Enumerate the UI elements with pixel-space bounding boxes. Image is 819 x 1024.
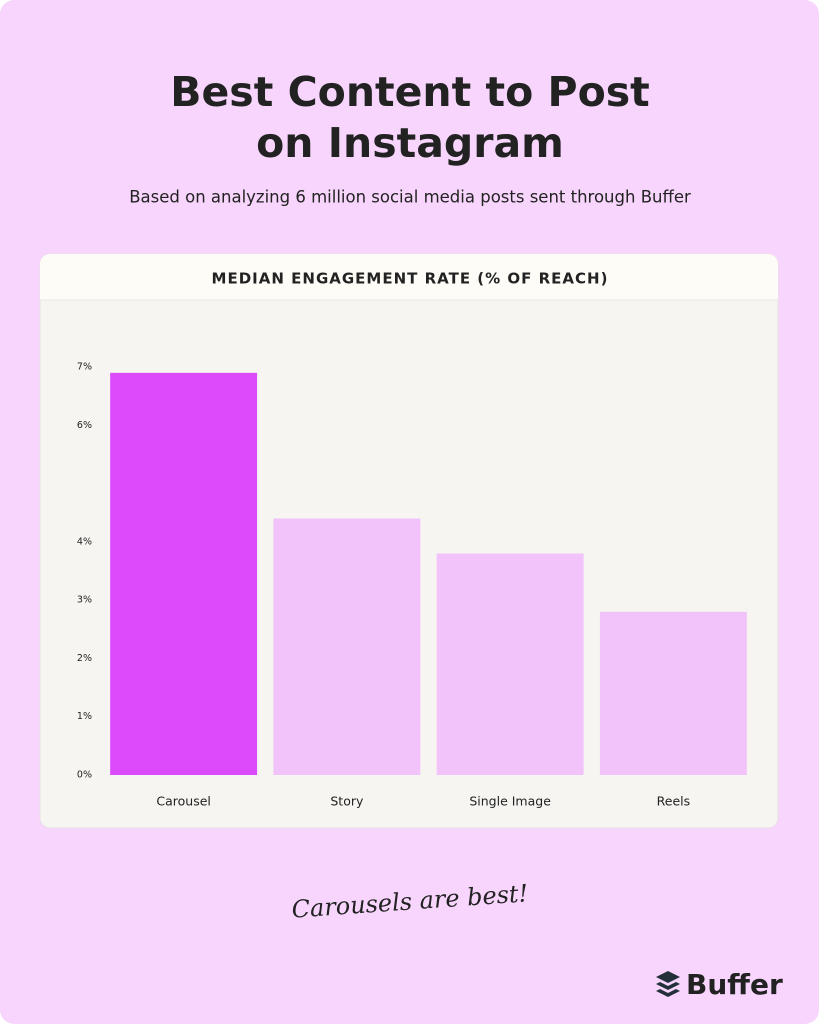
bar	[599, 611, 747, 775]
panel-title: MEDIAN ENGAGEMENT RATE (% OF REACH)	[212, 270, 609, 288]
chart-title: Best Content to Post	[170, 68, 650, 116]
bar	[110, 372, 258, 775]
chart-title: on Instagram	[256, 119, 564, 167]
y-tick-label: 1%	[77, 711, 92, 722]
y-tick-label: 3%	[77, 595, 92, 606]
x-tick-label: Carousel	[156, 794, 211, 809]
y-tick-label: 2%	[77, 653, 92, 664]
x-tick-label: Story	[330, 794, 364, 809]
brand-logo	[656, 971, 680, 997]
subtitle: Based on analyzing 6 million social medi…	[129, 188, 691, 207]
y-tick-label: 7%	[77, 362, 92, 373]
x-tick-label: Single Image	[469, 794, 551, 809]
x-tick-label: Reels	[657, 794, 691, 809]
bar	[273, 518, 421, 775]
card-header	[40, 254, 778, 300]
bar	[436, 553, 584, 775]
y-tick-label: 0%	[77, 770, 92, 781]
y-tick-label: 6%	[77, 420, 92, 431]
y-tick-label: 4%	[77, 536, 92, 547]
brand-name: Buffer	[686, 968, 783, 1001]
